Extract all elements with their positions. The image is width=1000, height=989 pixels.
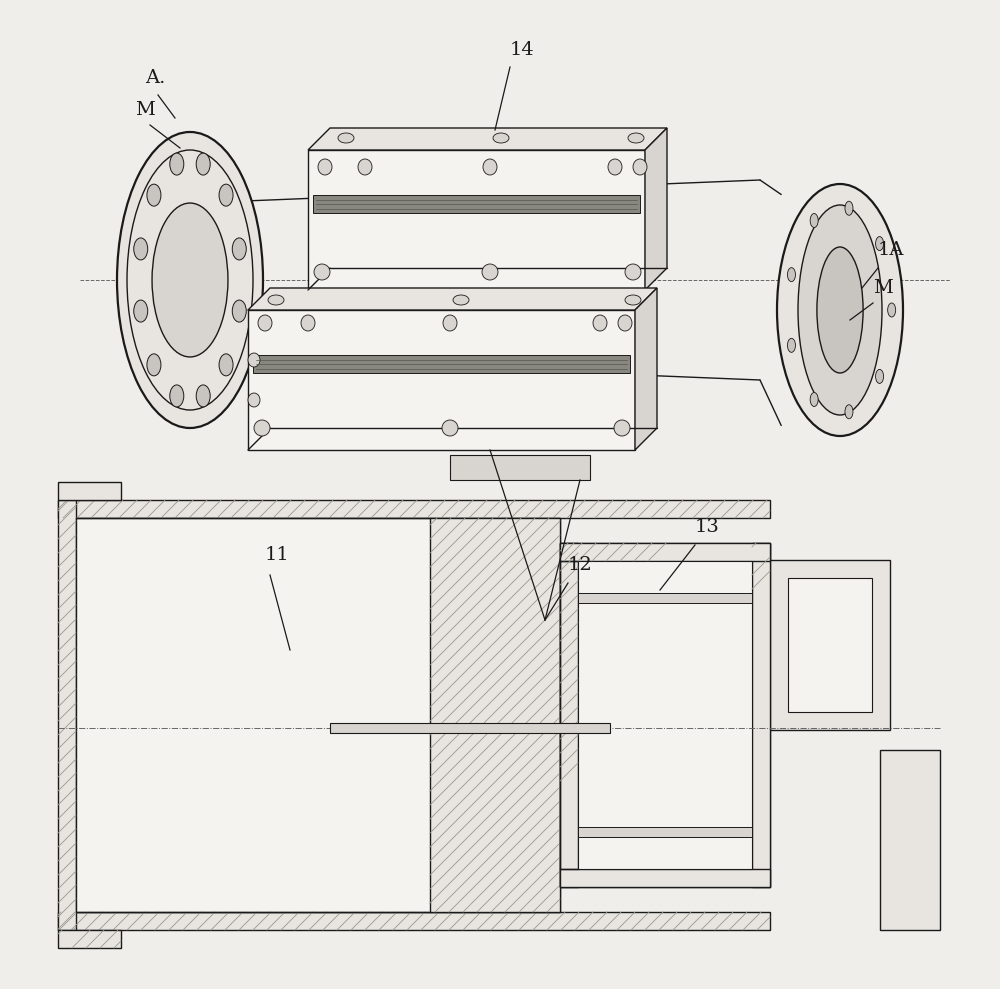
Ellipse shape <box>196 385 210 406</box>
Polygon shape <box>752 543 770 887</box>
Polygon shape <box>450 455 590 480</box>
Polygon shape <box>58 930 121 948</box>
Ellipse shape <box>147 184 161 206</box>
Ellipse shape <box>258 315 272 331</box>
Ellipse shape <box>318 159 332 175</box>
Ellipse shape <box>152 203 228 357</box>
Ellipse shape <box>625 295 641 305</box>
Polygon shape <box>560 543 578 887</box>
Polygon shape <box>560 543 770 887</box>
Ellipse shape <box>248 353 260 367</box>
Ellipse shape <box>358 159 372 175</box>
Text: 13: 13 <box>695 518 720 536</box>
Polygon shape <box>76 518 560 912</box>
Ellipse shape <box>482 264 498 280</box>
Ellipse shape <box>314 264 330 280</box>
Polygon shape <box>253 355 630 373</box>
Text: M: M <box>873 279 893 297</box>
Text: M: M <box>135 101 155 119</box>
Ellipse shape <box>614 420 630 436</box>
Ellipse shape <box>442 420 458 436</box>
Ellipse shape <box>810 214 818 227</box>
Ellipse shape <box>170 385 184 406</box>
Ellipse shape <box>787 338 795 352</box>
Ellipse shape <box>593 315 607 331</box>
Ellipse shape <box>453 295 469 305</box>
Polygon shape <box>578 561 752 869</box>
Polygon shape <box>58 482 121 500</box>
Ellipse shape <box>777 184 903 436</box>
Polygon shape <box>635 288 657 450</box>
Text: 11: 11 <box>265 546 290 564</box>
Polygon shape <box>58 500 76 930</box>
Polygon shape <box>578 593 752 603</box>
Text: A.: A. <box>145 69 165 87</box>
Ellipse shape <box>254 420 270 436</box>
Text: 12: 12 <box>568 556 593 574</box>
Ellipse shape <box>845 405 853 418</box>
Ellipse shape <box>608 159 622 175</box>
Ellipse shape <box>134 238 148 260</box>
Ellipse shape <box>219 354 233 376</box>
Ellipse shape <box>888 303 896 317</box>
Ellipse shape <box>633 159 647 175</box>
Polygon shape <box>308 128 667 150</box>
Ellipse shape <box>787 268 795 282</box>
Polygon shape <box>248 310 635 450</box>
Polygon shape <box>560 869 770 887</box>
Ellipse shape <box>232 300 246 322</box>
Polygon shape <box>880 750 940 930</box>
Polygon shape <box>58 912 770 930</box>
Ellipse shape <box>817 247 863 373</box>
Ellipse shape <box>268 295 284 305</box>
Polygon shape <box>58 500 770 518</box>
Polygon shape <box>248 288 657 310</box>
Ellipse shape <box>147 354 161 376</box>
Ellipse shape <box>117 132 263 428</box>
Ellipse shape <box>628 133 644 143</box>
Ellipse shape <box>248 393 260 407</box>
Ellipse shape <box>219 184 233 206</box>
Polygon shape <box>430 518 560 912</box>
Text: 14: 14 <box>510 41 535 59</box>
Ellipse shape <box>483 159 497 175</box>
Ellipse shape <box>443 315 457 331</box>
Ellipse shape <box>798 205 882 415</box>
Polygon shape <box>313 195 640 213</box>
Ellipse shape <box>618 315 632 331</box>
Polygon shape <box>330 723 610 733</box>
Ellipse shape <box>338 133 354 143</box>
Ellipse shape <box>196 153 210 175</box>
Ellipse shape <box>845 201 853 216</box>
Ellipse shape <box>876 236 884 250</box>
Ellipse shape <box>625 264 641 280</box>
Ellipse shape <box>493 133 509 143</box>
Ellipse shape <box>876 370 884 384</box>
Ellipse shape <box>134 300 148 322</box>
Polygon shape <box>560 543 770 561</box>
Polygon shape <box>308 150 645 290</box>
Polygon shape <box>770 560 890 730</box>
Ellipse shape <box>301 315 315 331</box>
Ellipse shape <box>170 153 184 175</box>
Polygon shape <box>578 827 752 837</box>
Ellipse shape <box>232 238 246 260</box>
Text: 1A: 1A <box>878 241 904 259</box>
Ellipse shape <box>810 393 818 406</box>
Polygon shape <box>645 128 667 290</box>
Polygon shape <box>788 578 872 712</box>
